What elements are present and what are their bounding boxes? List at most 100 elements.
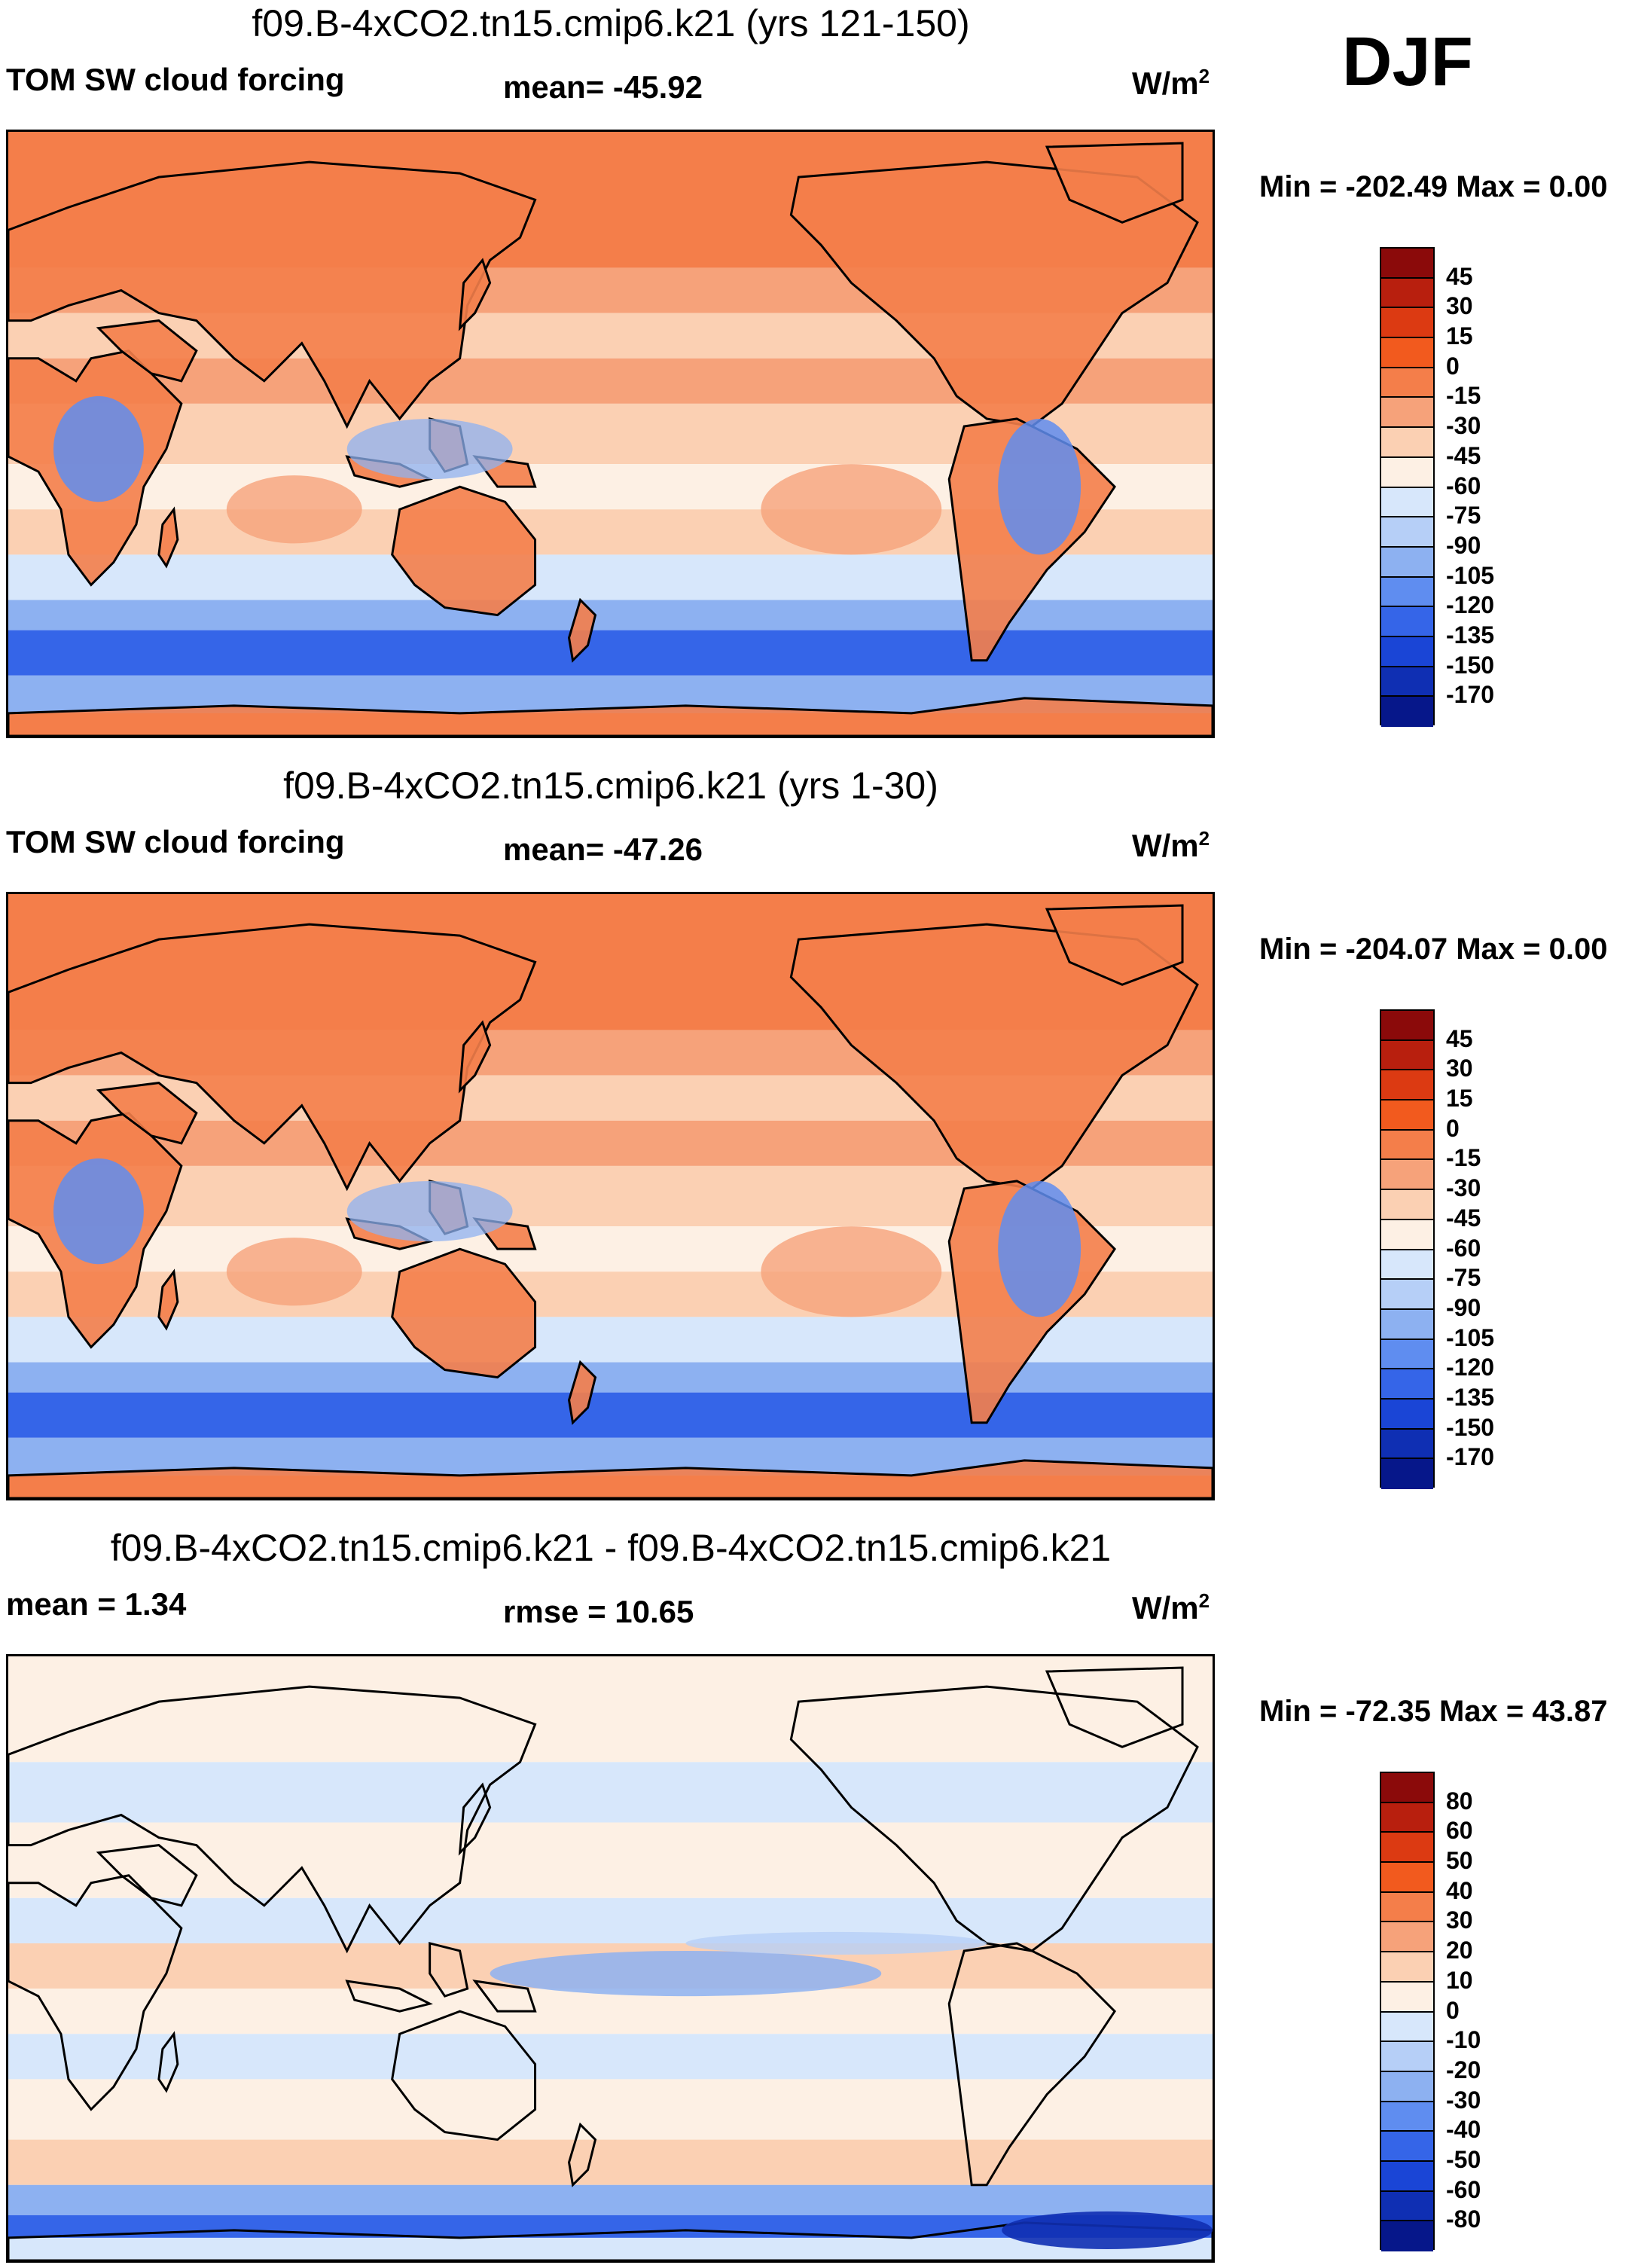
itcz-anomaly xyxy=(685,1931,987,1955)
colorbar-label: -170 xyxy=(1446,681,1495,709)
colorbar-label: -105 xyxy=(1446,561,1495,589)
colorbar-label: 0 xyxy=(1446,1114,1460,1142)
colorbar-label: -30 xyxy=(1446,412,1481,440)
map-band xyxy=(8,2237,1213,2260)
colorbar-cell xyxy=(1381,697,1433,727)
units-base: W/m xyxy=(1132,66,1199,101)
units-superscript: 2 xyxy=(1198,827,1210,850)
colorbar-label: -30 xyxy=(1446,1174,1481,1202)
map-svg xyxy=(8,1656,1213,2260)
colorbar-cell xyxy=(1381,547,1433,578)
map-band xyxy=(8,2139,1213,2185)
colorbar-cell xyxy=(1381,1250,1433,1281)
colorbar-cell xyxy=(1381,1982,1433,2013)
colorbar-cell xyxy=(1381,1863,1433,1893)
amazon-convective-region xyxy=(998,1180,1081,1317)
map-svg xyxy=(8,132,1213,736)
units-superscript: 2 xyxy=(1198,65,1210,87)
map-panel xyxy=(6,892,1215,1500)
equatorial-pacific-anomaly xyxy=(490,1950,882,1997)
amazon-convective-region xyxy=(998,418,1081,555)
colorbar-cell xyxy=(1381,607,1433,637)
map-svg xyxy=(8,894,1213,1498)
colorbar-label: -45 xyxy=(1446,441,1481,469)
map-band xyxy=(8,1897,1213,1943)
colorbar-cell xyxy=(1381,2132,1433,2162)
colorbar-label: -60 xyxy=(1446,472,1481,499)
colorbar-cell xyxy=(1381,1011,1433,1041)
colorbar-cell xyxy=(1381,1892,1433,1923)
colorbar-label: 45 xyxy=(1446,1024,1473,1052)
colorbar xyxy=(1380,1009,1435,1489)
colorbar-label: -135 xyxy=(1446,621,1495,649)
map-band xyxy=(8,600,1213,630)
colorbar-label: 15 xyxy=(1446,322,1473,350)
colorbar-cell xyxy=(1381,2071,1433,2102)
colorbar-label: -170 xyxy=(1446,1443,1495,1471)
panel-left-label: mean = 1.34 xyxy=(6,1586,187,1622)
colorbar-label: -10 xyxy=(1446,2026,1481,2054)
map-band xyxy=(8,1822,1213,1898)
panel-units: W/m2 xyxy=(1132,827,1210,864)
colorbar-cell xyxy=(1381,517,1433,548)
map-band xyxy=(8,630,1213,676)
colorbar-label: -30 xyxy=(1446,2086,1481,2114)
colorbar-label: -15 xyxy=(1446,382,1481,410)
colorbar-cell xyxy=(1381,1802,1433,1833)
units-base: W/m xyxy=(1132,828,1199,863)
panel-left-label: TOM SW cloud forcing xyxy=(6,824,345,859)
colorbar-label: -20 xyxy=(1446,2056,1481,2083)
colorbar-label: -90 xyxy=(1446,1293,1481,1321)
colorbar-cell xyxy=(1381,1040,1433,1071)
colorbar-cell xyxy=(1381,1369,1433,1400)
colorbar-cell xyxy=(1381,398,1433,429)
colorbar-cell xyxy=(1381,1773,1433,1803)
season-label: DJF xyxy=(1342,23,1473,100)
colorbar-cell xyxy=(1381,308,1433,339)
colorbar-cell xyxy=(1381,487,1433,518)
colorbar-label: -15 xyxy=(1446,1144,1481,1172)
africa-convective-region xyxy=(53,395,144,502)
colorbar-label: 0 xyxy=(1446,1996,1460,2024)
colorbar-label: 30 xyxy=(1446,1906,1473,1934)
colorbar-label: 30 xyxy=(1446,292,1473,320)
panel-left-label: TOM SW cloud forcing xyxy=(6,62,345,97)
colorbar-cell xyxy=(1381,2042,1433,2072)
colorbar-cell xyxy=(1381,1339,1433,1370)
units-superscript: 2 xyxy=(1198,1589,1210,1612)
colorbar-label: -60 xyxy=(1446,2175,1481,2203)
panel-minmax: Min = -72.35 Max = 43.87 xyxy=(1259,1695,1608,1728)
colorbar-cell xyxy=(1381,1399,1433,1430)
map-band xyxy=(8,2034,1213,2080)
colorbar-cell xyxy=(1381,2012,1433,2043)
indian-ocean-stratocumulus xyxy=(226,1238,362,1306)
colorbar xyxy=(1380,247,1435,727)
colorbar-label: 15 xyxy=(1446,1085,1473,1113)
units-base: W/m xyxy=(1132,1590,1199,1625)
colorbar-cell xyxy=(1381,1100,1433,1131)
panel-units: W/m2 xyxy=(1132,1589,1210,1626)
panel-minmax: Min = -204.07 Max = 0.00 xyxy=(1259,933,1608,966)
warm-pool-region xyxy=(346,418,513,480)
colorbar-label: -80 xyxy=(1446,2205,1481,2233)
colorbar-label: -105 xyxy=(1446,1323,1495,1351)
colorbar-label: -150 xyxy=(1446,1413,1495,1441)
colorbar xyxy=(1380,1772,1435,2251)
panel-minmax: Min = -202.49 Max = 0.00 xyxy=(1259,170,1608,203)
map-band xyxy=(8,1656,1213,1763)
colorbar-label: -45 xyxy=(1446,1204,1481,1232)
colorbar-cell xyxy=(1381,278,1433,309)
map-band xyxy=(8,1362,1213,1393)
colorbar-label: -120 xyxy=(1446,1354,1495,1381)
colorbar-label: -90 xyxy=(1446,531,1481,559)
map-band xyxy=(8,2079,1213,2140)
map-panel xyxy=(6,130,1215,738)
colorbar-label: 80 xyxy=(1446,1787,1473,1815)
colorbar-cell xyxy=(1381,1833,1433,1864)
colorbar-cell xyxy=(1381,1130,1433,1161)
pacific-stratocumulus xyxy=(761,1226,942,1317)
panel-title: f09.B-4xCO2.tn15.cmip6.k21 (yrs 121-150) xyxy=(252,2,970,44)
colorbar-cell xyxy=(1381,249,1433,279)
colorbar-cell xyxy=(1381,1280,1433,1310)
map-band xyxy=(8,2184,1213,2215)
